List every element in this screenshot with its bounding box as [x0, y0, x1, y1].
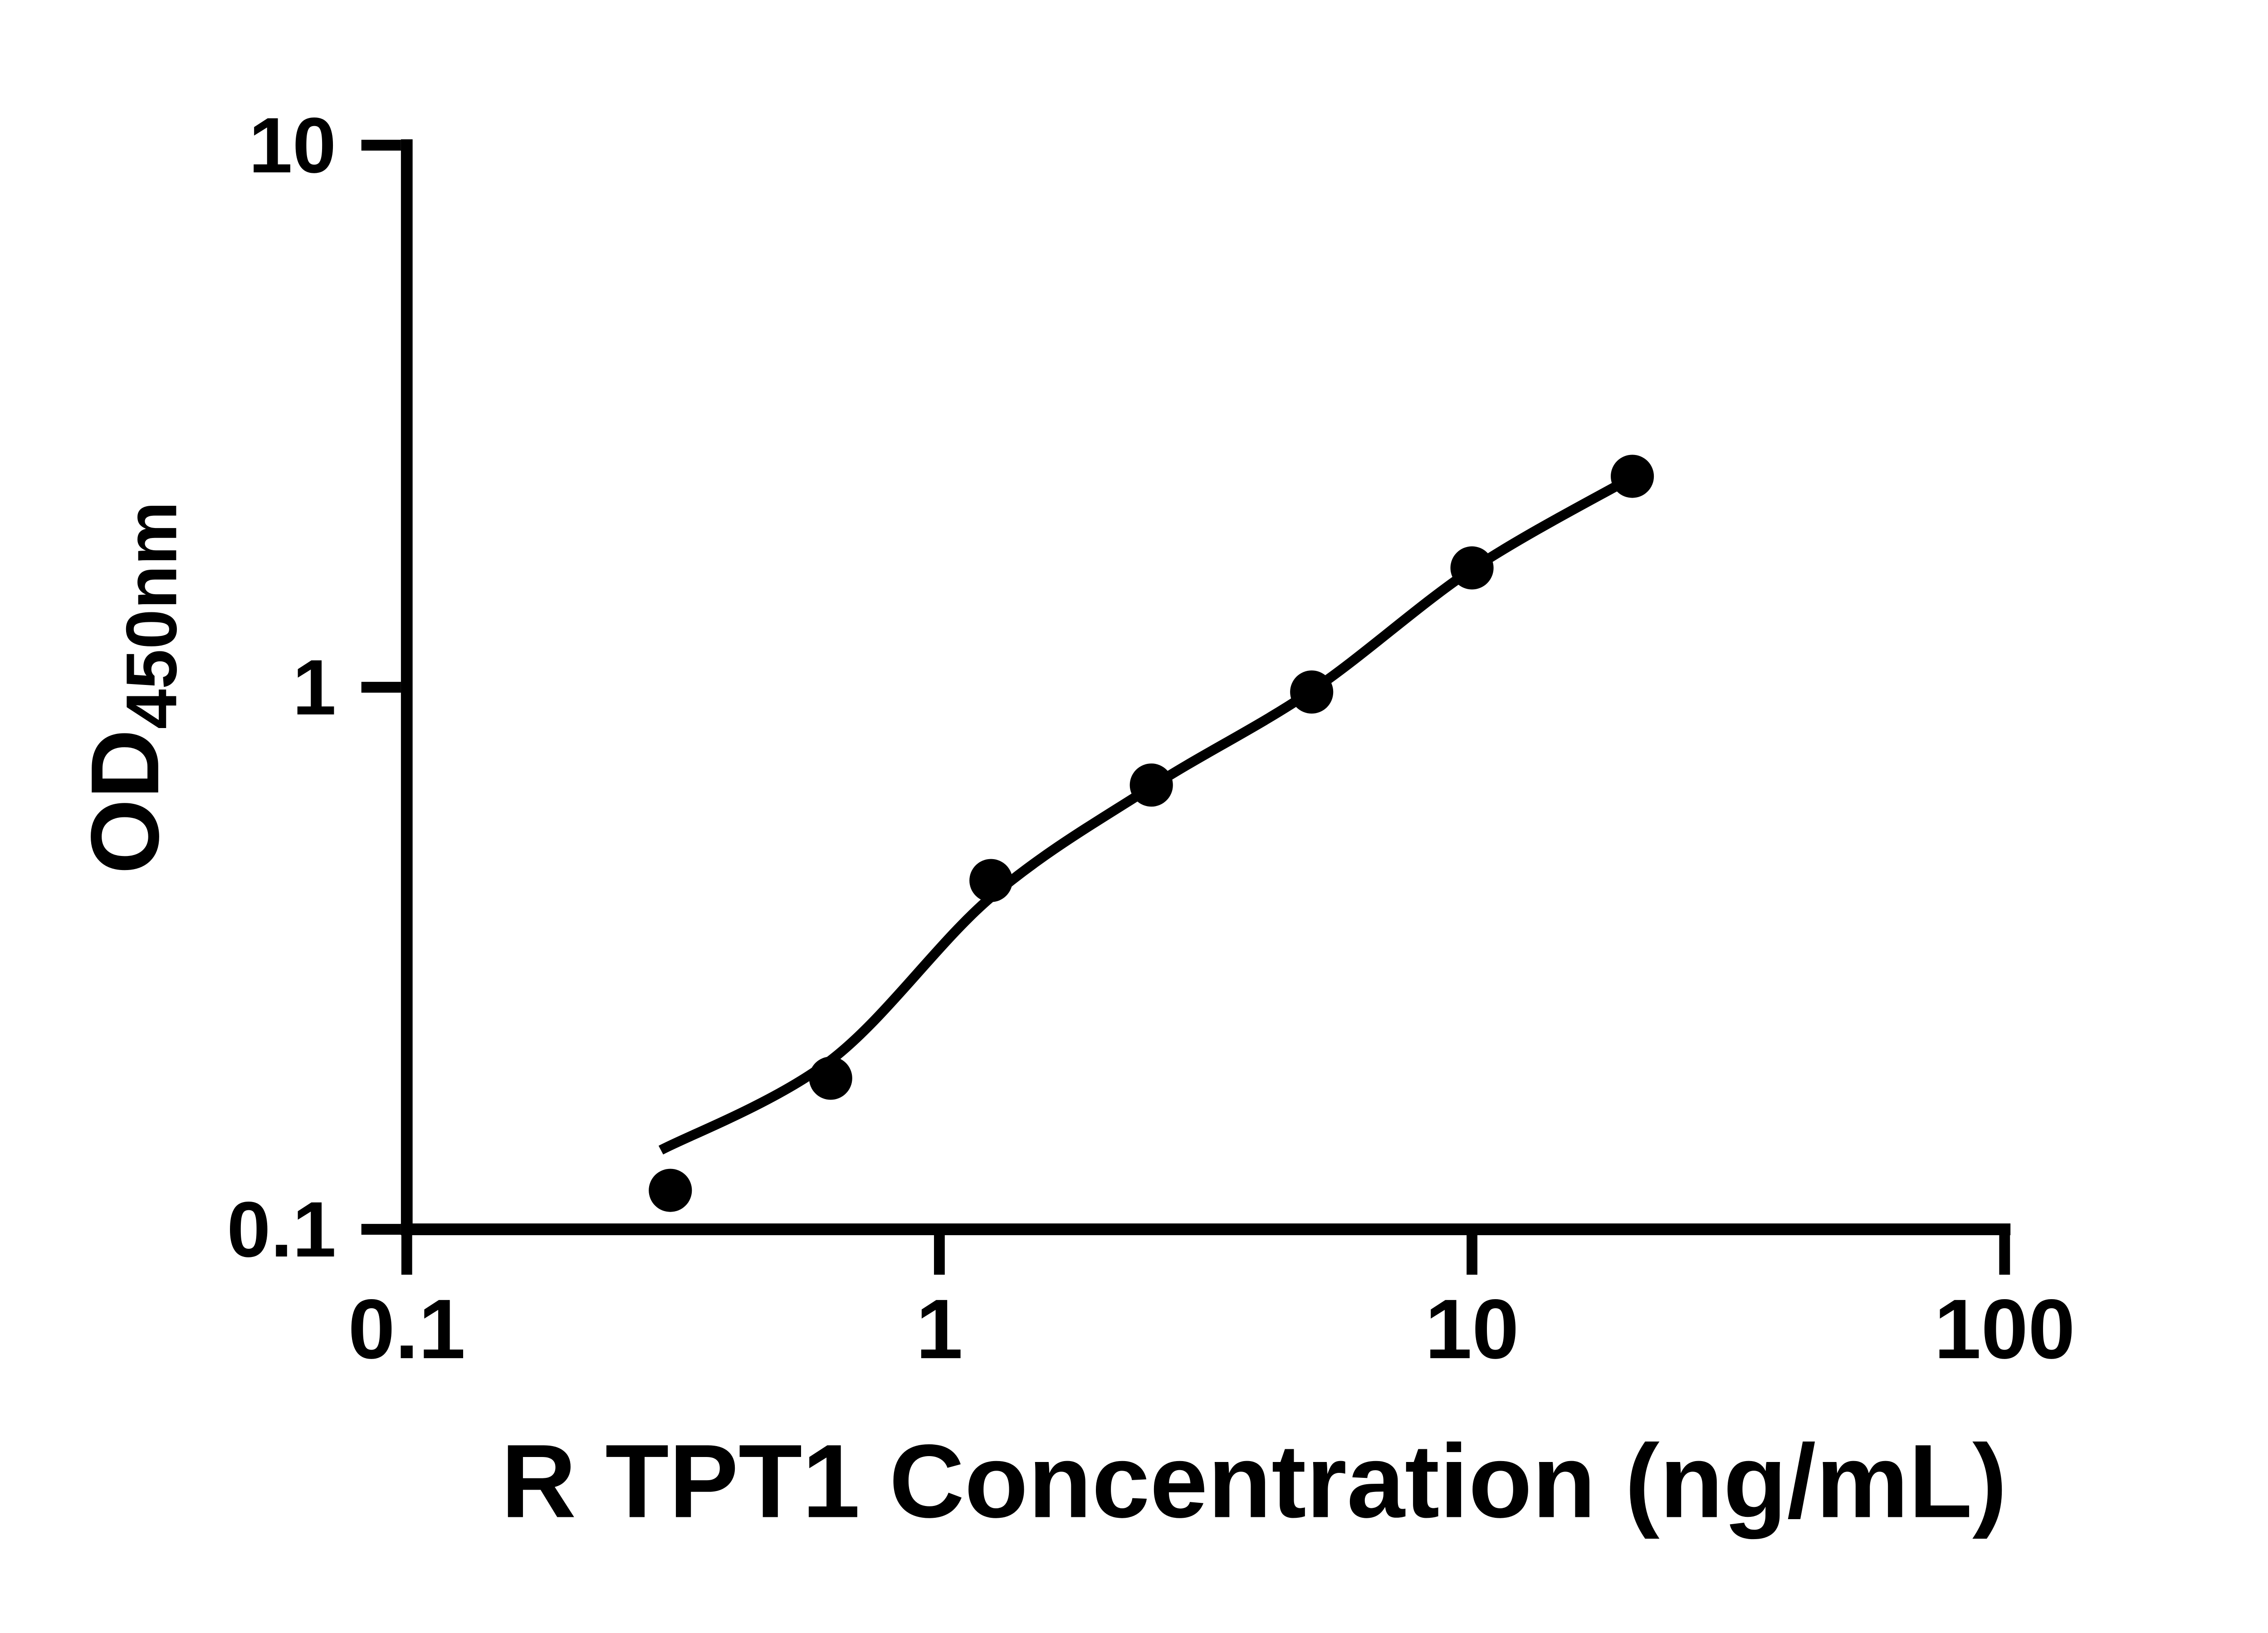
x-tick-label: 10	[1425, 1282, 1519, 1376]
y-tick-label: 1	[293, 643, 336, 731]
y-axis-title-main: OD	[71, 729, 179, 874]
y-tick-label: 10	[249, 101, 336, 189]
x-axis-title: R TPT1 Concentration (ng/mL)	[501, 1423, 2007, 1539]
data-point-marker	[649, 1169, 692, 1212]
x-tick-label: 100	[1934, 1282, 2075, 1376]
x-tick-label: 1	[916, 1282, 963, 1376]
data-point-marker	[1129, 763, 1173, 807]
x-tick-label: 0.1	[348, 1282, 465, 1376]
data-point-marker	[969, 859, 1013, 902]
y-tick-label: 0.1	[227, 1185, 336, 1273]
data-point-marker	[1611, 455, 1654, 498]
data-point-marker	[809, 1056, 852, 1100]
y-axis-title: OD450nm	[71, 501, 192, 874]
y-axis-title-subscript: 450nm	[111, 501, 191, 729]
data-point-marker	[1290, 670, 1334, 714]
data-point-marker	[1450, 546, 1494, 590]
